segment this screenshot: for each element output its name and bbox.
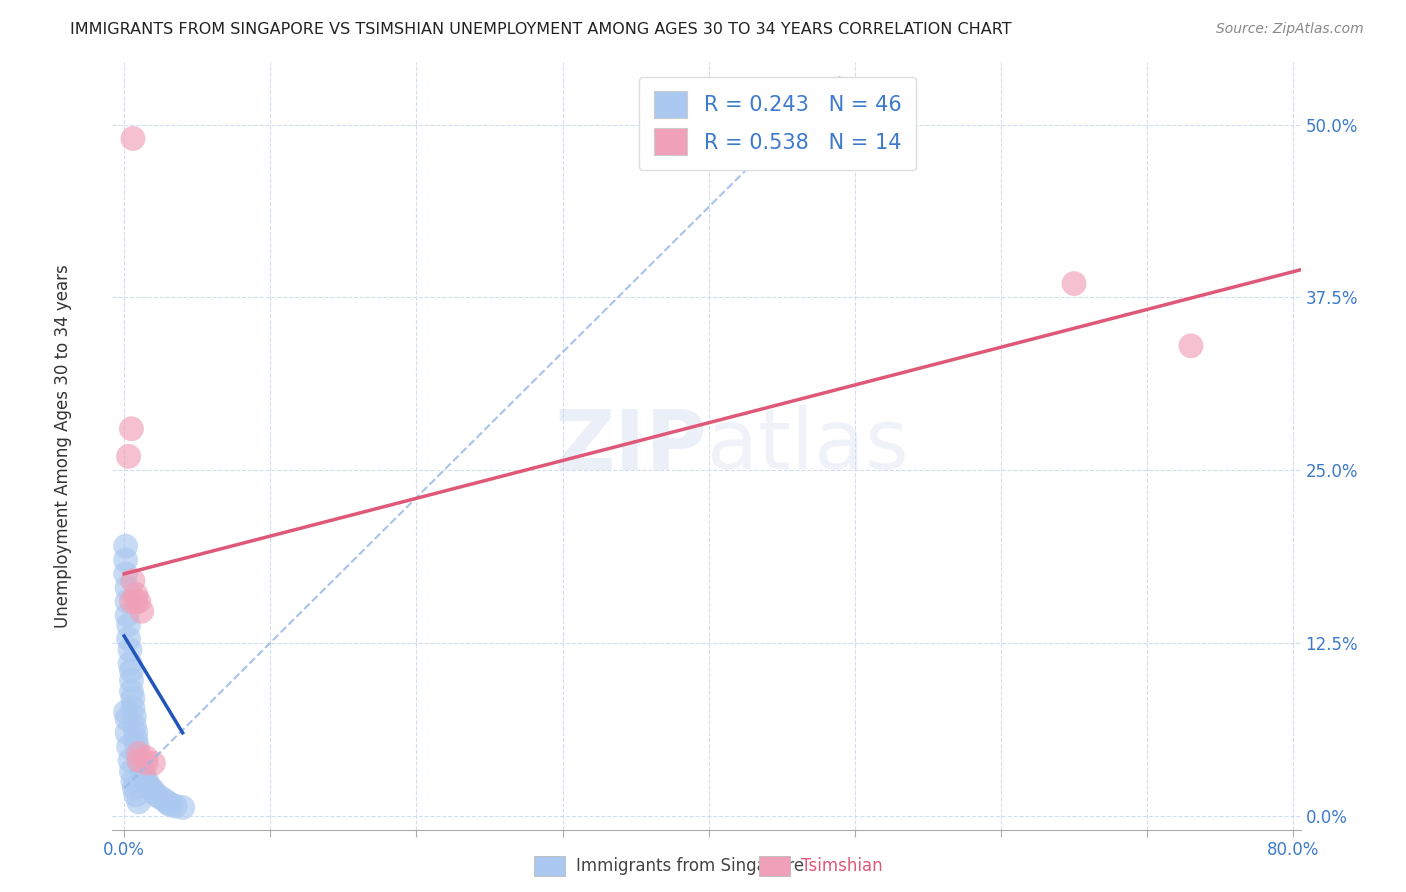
Legend: R = 0.243   N = 46, R = 0.538   N = 14: R = 0.243 N = 46, R = 0.538 N = 14 (638, 77, 915, 169)
Point (160, 797, 183, 812)
Point (131, 762, 153, 776)
Text: ZIP: ZIP (554, 406, 707, 486)
Point (135, 772, 157, 787)
Text: Unemployment Among Ages 30 to 34 years: Unemployment Among Ages 30 to 34 years (55, 264, 72, 628)
Point (172, 800, 194, 814)
Point (125, 726, 148, 740)
Point (128, 795, 150, 809)
Point (121, 764, 143, 779)
Point (136, 777, 159, 791)
Point (139, 781, 162, 796)
Point (115, 608, 138, 623)
Point (121, 594, 143, 608)
Point (132, 767, 155, 781)
Point (118, 643, 141, 657)
Text: atlas: atlas (707, 406, 908, 486)
Point (117, 450, 139, 464)
Text: Source: ZipAtlas.com: Source: ZipAtlas.com (1216, 22, 1364, 37)
Point (121, 673, 143, 688)
Point (122, 701, 145, 715)
Point (115, 726, 138, 740)
Point (129, 756, 152, 771)
Point (115, 594, 138, 608)
Point (114, 566, 136, 581)
Point (122, 131, 145, 145)
Point (114, 553, 136, 567)
Point (125, 594, 148, 608)
Point (118, 754, 141, 768)
Point (165, 799, 187, 814)
Point (117, 618, 139, 632)
Point (145, 788, 167, 802)
Point (142, 784, 165, 798)
Point (131, 604, 153, 618)
Point (127, 747, 149, 761)
Point (122, 774, 145, 789)
Point (1180, 339, 1202, 353)
Point (121, 664, 143, 678)
Point (114, 539, 136, 553)
Text: Tsimshian: Tsimshian (801, 857, 883, 875)
Point (122, 574, 145, 588)
Point (128, 754, 150, 768)
Text: IMMIGRANTS FROM SINGAPORE VS TSIMSHIAN UNEMPLOYMENT AMONG AGES 30 TO 34 YEARS CO: IMMIGRANTS FROM SINGAPORE VS TSIMSHIAN U… (70, 22, 1012, 37)
Text: Immigrants from Singapore: Immigrants from Singapore (576, 857, 804, 875)
Point (124, 719, 146, 733)
Point (114, 705, 136, 719)
Point (121, 422, 143, 436)
Point (1063, 277, 1085, 291)
Point (125, 788, 148, 802)
Point (156, 797, 179, 811)
Point (127, 739, 149, 754)
Point (128, 747, 150, 761)
Point (135, 756, 157, 771)
Point (115, 581, 138, 595)
Point (142, 756, 165, 771)
Point (149, 790, 172, 805)
Point (124, 709, 146, 723)
Point (124, 781, 146, 796)
Point (125, 588, 148, 602)
Point (128, 750, 150, 764)
Point (118, 657, 141, 671)
Point (125, 732, 148, 747)
Point (115, 712, 138, 726)
Point (153, 793, 176, 807)
Point (117, 739, 139, 754)
Point (135, 750, 157, 764)
Point (117, 632, 139, 646)
Point (128, 594, 150, 608)
Point (121, 684, 143, 698)
Point (122, 691, 145, 706)
